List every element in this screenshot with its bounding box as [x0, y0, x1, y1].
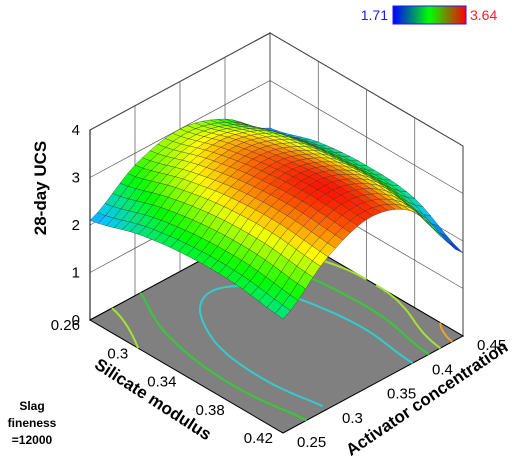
fixed-factor-line-2: fineness — [8, 416, 57, 430]
z-tick-label: 2 — [72, 217, 80, 234]
x-tick-label: 0.35 — [387, 386, 416, 403]
x-tick-label: 0.4 — [432, 361, 453, 378]
x-tick-label: 0.25 — [297, 434, 326, 451]
y-tick-label: 0.3 — [107, 345, 128, 362]
z-tick-label: 1 — [72, 265, 80, 282]
z-axis-label: 28-day UCS — [31, 141, 50, 235]
y-tick-label: 0.26 — [51, 317, 80, 334]
y-tick-label: 0.34 — [147, 374, 176, 391]
fixed-factor-line-3: =12000 — [12, 433, 53, 447]
colorbar-max-label: 3.64 — [470, 7, 497, 23]
x-tick-label: 0.45 — [477, 337, 506, 354]
z-tick-label: 0 — [72, 312, 80, 329]
fixed-factor-note: Slag fineness =12000 — [8, 399, 57, 447]
z-tick-label: 4 — [72, 122, 80, 139]
y-tick-label: 0.42 — [244, 430, 273, 447]
colorbar-legend: 1.71 3.64 — [361, 5, 497, 25]
colorbar-min-label: 1.71 — [361, 7, 388, 23]
axis-ticks: 0 1 2 3 4 0.25 0.3 0.35 0.4 0.45 0.26 0.3 0.34 0.38 0.… — [51, 122, 506, 451]
surface-patch — [274, 304, 291, 320]
y-tick-label: 0.38 — [196, 402, 225, 419]
z-tick-label: 3 — [72, 170, 80, 187]
floor-contour-line — [439, 322, 453, 343]
fixed-factor-line-1: Slag — [19, 399, 44, 413]
response-surface — [89, 118, 464, 320]
colorbar-gradient — [392, 5, 467, 25]
x-tick-label: 0.3 — [342, 410, 363, 427]
floor-contour-plane — [88, 222, 465, 434]
